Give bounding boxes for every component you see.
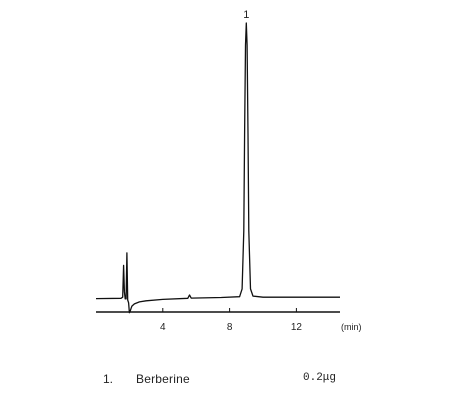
x-tick-label: 12 (291, 322, 303, 333)
legend-compound-name: Berberine (136, 372, 190, 386)
x-tick-label: 8 (227, 322, 233, 333)
x-axis-ticks: 4 8 12 (160, 308, 302, 333)
legend-amount: 0.2μg (303, 372, 337, 384)
trace-layer (95, 22, 340, 314)
compound-legend: 1. Berberine 0.2μg (0, 372, 460, 392)
peak-label: 1 (243, 9, 249, 21)
x-tick-label: 4 (160, 322, 166, 333)
x-axis-unit-label: (min) (341, 322, 362, 332)
chromatogram-trace (95, 22, 340, 314)
peak-labels: 1 (243, 9, 249, 21)
legend-peak-number: 1. (103, 372, 114, 386)
